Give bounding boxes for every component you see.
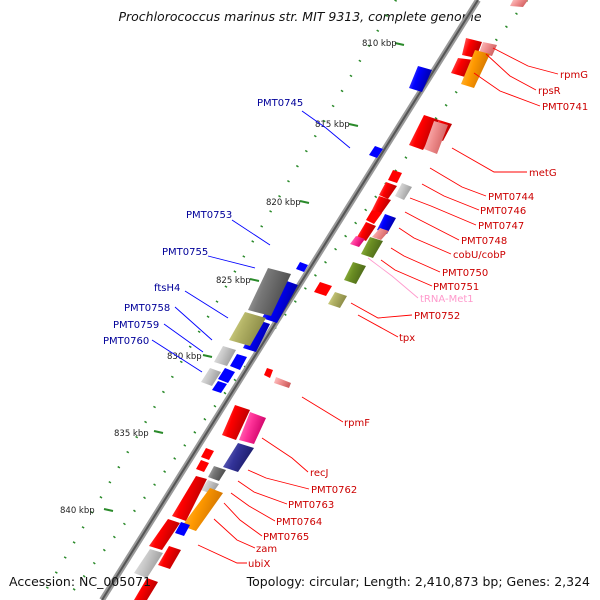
gene-label-metg[interactable]: metG [529, 168, 557, 179]
gene-label-pmt0745[interactable]: PMT0745 [257, 98, 303, 109]
scale-label-820: 820 kbp [266, 198, 301, 208]
scale-ticks: 810 kbp 815 kbp 820 kbp 825 kbp 830 kbp … [60, 39, 405, 516]
gene-label-pmt0759[interactable]: PMT0759 [113, 320, 159, 331]
gene-label-tpx[interactable]: tpx [399, 333, 415, 344]
gene-label-rpmf[interactable]: rpmF [344, 418, 370, 429]
scale-label-815: 815 kbp [315, 120, 350, 130]
gene-label-rpsr[interactable]: rpsR [538, 86, 561, 97]
gene-label-trna-met1[interactable]: tRNA-Met1 [420, 294, 474, 305]
forward-strand-genes [264, 0, 528, 388]
gene-label-pmt0750[interactable]: PMT0750 [442, 268, 488, 279]
gene-label-pmt0752[interactable]: PMT0752 [414, 311, 460, 322]
scale-label-810: 810 kbp [362, 39, 397, 49]
trna-leader-line [367, 257, 419, 299]
gene-label-pmt0751[interactable]: PMT0751 [433, 282, 479, 293]
gene-label-pmt0765[interactable]: PMT0765 [263, 532, 309, 543]
gene-label-pmt0763[interactable]: PMT0763 [288, 500, 334, 511]
scale-label-830: 830 kbp [167, 352, 202, 362]
gene-label-ubix[interactable]: ubiX [248, 559, 270, 570]
left-gene-labels: PMT0745 PMT0753 PMT0755 ftsH4 PMT0758 PM… [103, 98, 303, 347]
gene-label-pmt0741[interactable]: PMT0741 [542, 102, 588, 113]
gene-label-pmt0762[interactable]: PMT0762 [311, 485, 357, 496]
scale-label-840: 840 kbp [60, 506, 95, 516]
left-leader-lines [151, 110, 351, 373]
gene-label-pmt0746[interactable]: PMT0746 [480, 206, 526, 217]
gene-label-cobu-cobp[interactable]: cobU/cobP [453, 250, 506, 261]
right-leader-lines [197, 47, 559, 564]
gene-label-pmt0748[interactable]: PMT0748 [461, 236, 507, 247]
gene-label-pmt0753[interactable]: PMT0753 [186, 210, 232, 221]
accession-text: Accession: NC_005071 [9, 574, 152, 589]
scale-label-835: 835 kbp [114, 429, 149, 439]
gene-label-pmt0758[interactable]: PMT0758 [124, 303, 170, 314]
gene-label-rpmg[interactable]: rpmG [560, 70, 588, 81]
reverse-strand-genes [134, 268, 291, 600]
gene-label-pmt0744[interactable]: PMT0744 [488, 192, 534, 203]
gene-label-pmt0760[interactable]: PMT0760 [103, 336, 149, 347]
gene-label-recj[interactable]: recJ [310, 468, 329, 479]
gene-label-pmt0747[interactable]: PMT0747 [478, 221, 524, 232]
map-title: Prochlorococcus marinus str. MIT 9313, c… [118, 9, 482, 24]
gene-label-ftsh4[interactable]: ftsH4 [154, 283, 180, 294]
right-gene-labels: rpmG rpsR PMT0741 metG PMT0744 PMT0746 P… [248, 70, 588, 570]
topology-text: Topology: circular; Length: 2,410,873 bp… [246, 574, 590, 589]
gene-label-pmt0755[interactable]: PMT0755 [162, 247, 208, 258]
gene-label-zam[interactable]: zam [256, 544, 277, 555]
gene-label-pmt0764[interactable]: PMT0764 [276, 517, 322, 528]
scale-label-825: 825 kbp [216, 276, 251, 286]
